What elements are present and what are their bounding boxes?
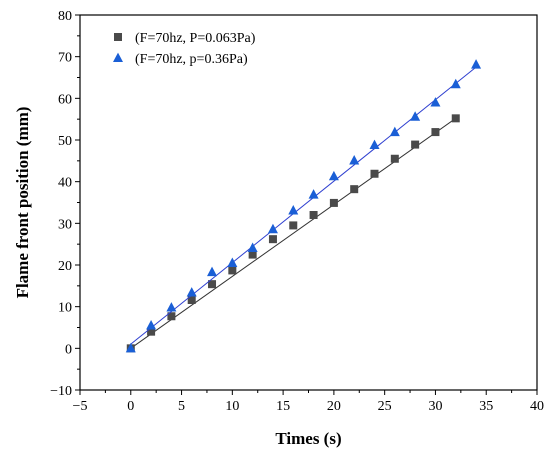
axis-ticks: −5 0 5 10 15 20 25 30 35 40 −10 0 10 20 30 40 50 60 70 80 <box>50 9 544 414</box>
data-point <box>167 312 176 321</box>
data-point <box>430 97 441 107</box>
legend-marker <box>114 33 122 41</box>
x-tick-label: 5 <box>178 399 185 414</box>
data-point <box>125 342 136 353</box>
x-tick-label: 40 <box>530 399 544 414</box>
y-tick-label: 50 <box>58 134 72 149</box>
data-point <box>328 170 339 181</box>
legend: (F=70hz, P=0.063Pa) (F=70hz, p=0.36Pa) <box>113 31 256 67</box>
data-point <box>288 205 299 215</box>
data-point <box>350 185 359 194</box>
y-tick-label: 20 <box>58 259 72 274</box>
y-tick-label: 80 <box>58 9 72 24</box>
data-point <box>410 111 421 121</box>
legend-marker <box>113 52 123 63</box>
fit-line <box>130 117 457 349</box>
x-tick-label: 30 <box>428 399 442 414</box>
y-tick-label: 70 <box>58 51 72 66</box>
data-point <box>349 155 360 165</box>
x-tick-label: 15 <box>276 399 290 414</box>
data-point <box>146 320 157 330</box>
data-point <box>186 287 197 297</box>
series-1 <box>126 114 460 353</box>
x-tick-label: 35 <box>479 399 493 414</box>
data-point <box>308 189 319 199</box>
data-point <box>187 296 196 304</box>
x-axis-title: Times (s) <box>275 429 341 448</box>
data-point <box>289 221 298 230</box>
data-point <box>411 140 420 149</box>
x-tick-label: 10 <box>225 399 239 414</box>
data-point <box>247 242 258 252</box>
data-point <box>389 126 400 137</box>
y-tick-label: 0 <box>65 342 72 357</box>
y-tick-label: −10 <box>50 384 72 399</box>
data-marks <box>125 59 482 353</box>
data-point <box>451 114 460 123</box>
data-point <box>471 59 482 69</box>
fit-line <box>130 66 477 345</box>
x-tick-label: 20 <box>327 399 341 414</box>
data-point <box>228 266 237 275</box>
y-tick-label: 30 <box>58 217 72 232</box>
legend-item-1: (F=70hz, P=0.063Pa) <box>114 31 256 46</box>
data-point <box>268 235 277 244</box>
data-point <box>227 257 238 267</box>
data-point <box>207 266 218 277</box>
data-point <box>208 280 217 289</box>
data-point <box>450 78 461 89</box>
y-axis-title: Flame front position (mm) <box>13 107 32 299</box>
data-point <box>267 223 278 234</box>
y-tick-label: 10 <box>58 301 72 316</box>
data-point <box>309 211 318 219</box>
x-tick-label: 25 <box>378 399 392 414</box>
y-tick-label: 60 <box>58 92 72 107</box>
legend-label: (F=70hz, P=0.063Pa) <box>135 31 256 46</box>
data-point <box>329 198 338 207</box>
data-point <box>147 327 156 336</box>
x-tick-label: −5 <box>73 399 88 414</box>
y-tick-label: 40 <box>58 176 72 191</box>
x-tick-label: 0 <box>127 399 134 414</box>
data-point <box>369 139 380 150</box>
legend-label: (F=70hz, p=0.36Pa) <box>135 52 248 67</box>
series-2 <box>125 59 482 353</box>
data-point <box>166 302 177 312</box>
data-point <box>248 250 257 259</box>
data-point <box>431 128 440 137</box>
data-point <box>390 154 399 163</box>
legend-item-2: (F=70hz, p=0.36Pa) <box>113 52 248 67</box>
data-point <box>370 169 379 178</box>
